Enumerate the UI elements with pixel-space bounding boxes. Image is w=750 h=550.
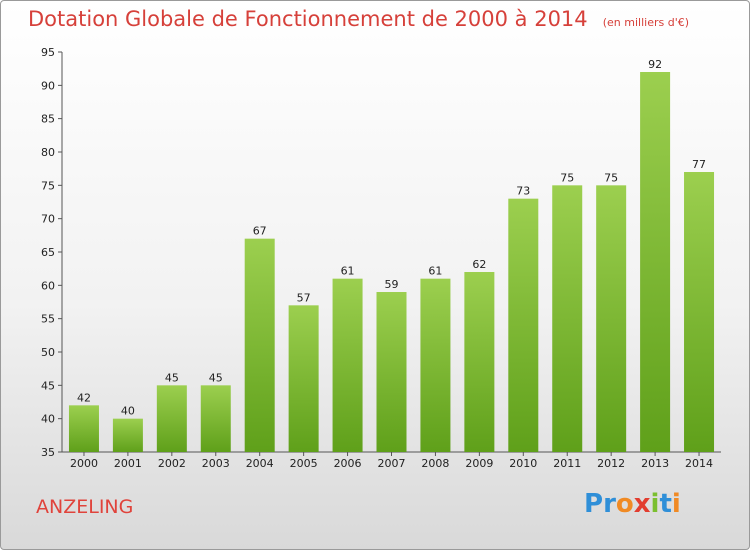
value-label: 62	[472, 258, 486, 271]
logo-letter: o	[615, 489, 634, 519]
value-label: 92	[648, 58, 662, 71]
logo-letter: x	[633, 489, 651, 519]
bars	[68, 72, 715, 453]
bar-2011	[552, 185, 583, 453]
x-tick-label: 2013	[641, 457, 669, 470]
x-tick-label: 2008	[421, 457, 449, 470]
x-tick-label: 2001	[114, 457, 142, 470]
axes: 35 40 45 50 55 60 65 70 75 80 85 90 95	[41, 46, 721, 459]
value-label: 59	[385, 278, 399, 291]
x-tick-label: 2006	[334, 457, 362, 470]
bar-2002	[156, 385, 187, 452]
y-tick-label: 45	[41, 379, 55, 392]
bar-2008	[420, 278, 451, 452]
logo-letter: r	[603, 489, 616, 519]
y-tick-label: 65	[41, 246, 55, 259]
title-text: Dotation Globale de Fonctionnement de 20…	[28, 7, 588, 31]
value-label: 40	[121, 405, 135, 418]
y-tick-label: 95	[41, 46, 55, 59]
value-label: 61	[428, 265, 442, 278]
value-label: 77	[692, 158, 706, 171]
y-tick-label: 70	[41, 213, 55, 226]
chart-title: Dotation Globale de Fonctionnement de 20…	[28, 7, 689, 31]
logo-letter: i	[650, 489, 660, 519]
bar-2001	[112, 418, 143, 452]
y-tick-label: 40	[41, 413, 55, 426]
bar-2014	[684, 172, 715, 452]
y-tick-label: 90	[41, 79, 55, 92]
y-tick-label: 50	[41, 346, 55, 359]
logo-letter: i	[671, 489, 681, 519]
y-tick-label: 60	[41, 279, 55, 292]
value-label: 42	[77, 391, 91, 404]
bar-2003	[200, 385, 231, 452]
x-tick-label: 2012	[597, 457, 625, 470]
value-label: 67	[253, 225, 267, 238]
x-tick-label: 2010	[509, 457, 537, 470]
logo-letter: P	[584, 489, 604, 519]
value-label: 73	[516, 185, 530, 198]
y-tick-label: 55	[41, 313, 55, 326]
bar-2010	[508, 198, 539, 452]
commune-name: ANZELING	[36, 496, 134, 518]
bar-2007	[376, 292, 407, 452]
x-tick-label: 2000	[70, 457, 98, 470]
x-tick-label: 2009	[465, 457, 493, 470]
value-label: 75	[604, 171, 618, 184]
y-tick-label: 85	[41, 113, 55, 126]
x-tick-label: 2014	[685, 457, 713, 470]
bar-2004	[244, 238, 275, 452]
y-tick-label: 35	[41, 446, 55, 459]
value-label: 57	[297, 291, 311, 304]
value-label: 75	[560, 171, 574, 184]
x-tick-label: 2002	[158, 457, 186, 470]
x-tick-label: 2003	[202, 457, 230, 470]
value-label: 45	[209, 371, 223, 384]
bar-2012	[596, 185, 627, 453]
x-tick-label: 2011	[553, 457, 581, 470]
proxiti-logo: Proxiti	[584, 489, 681, 519]
value-label: 45	[165, 371, 179, 384]
logo-letter: t	[659, 489, 672, 519]
y-tick-label: 80	[41, 146, 55, 159]
bar-2006	[332, 278, 363, 452]
bar-2009	[464, 272, 495, 452]
x-tick-label: 2005	[290, 457, 318, 470]
value-label: 61	[341, 265, 355, 278]
bar-2000	[68, 405, 99, 452]
y-tick-label: 75	[41, 179, 55, 192]
bar-2013	[640, 72, 671, 452]
unit-text: (en milliers d'€)	[602, 16, 690, 29]
x-tick-label: 2004	[246, 457, 274, 470]
labels: 42 2000 40 2001 45 2002 45 2003 67 2004 57 2005 61 20…	[70, 58, 713, 470]
x-tick-label: 2007	[378, 457, 406, 470]
bar-2005	[288, 305, 319, 452]
